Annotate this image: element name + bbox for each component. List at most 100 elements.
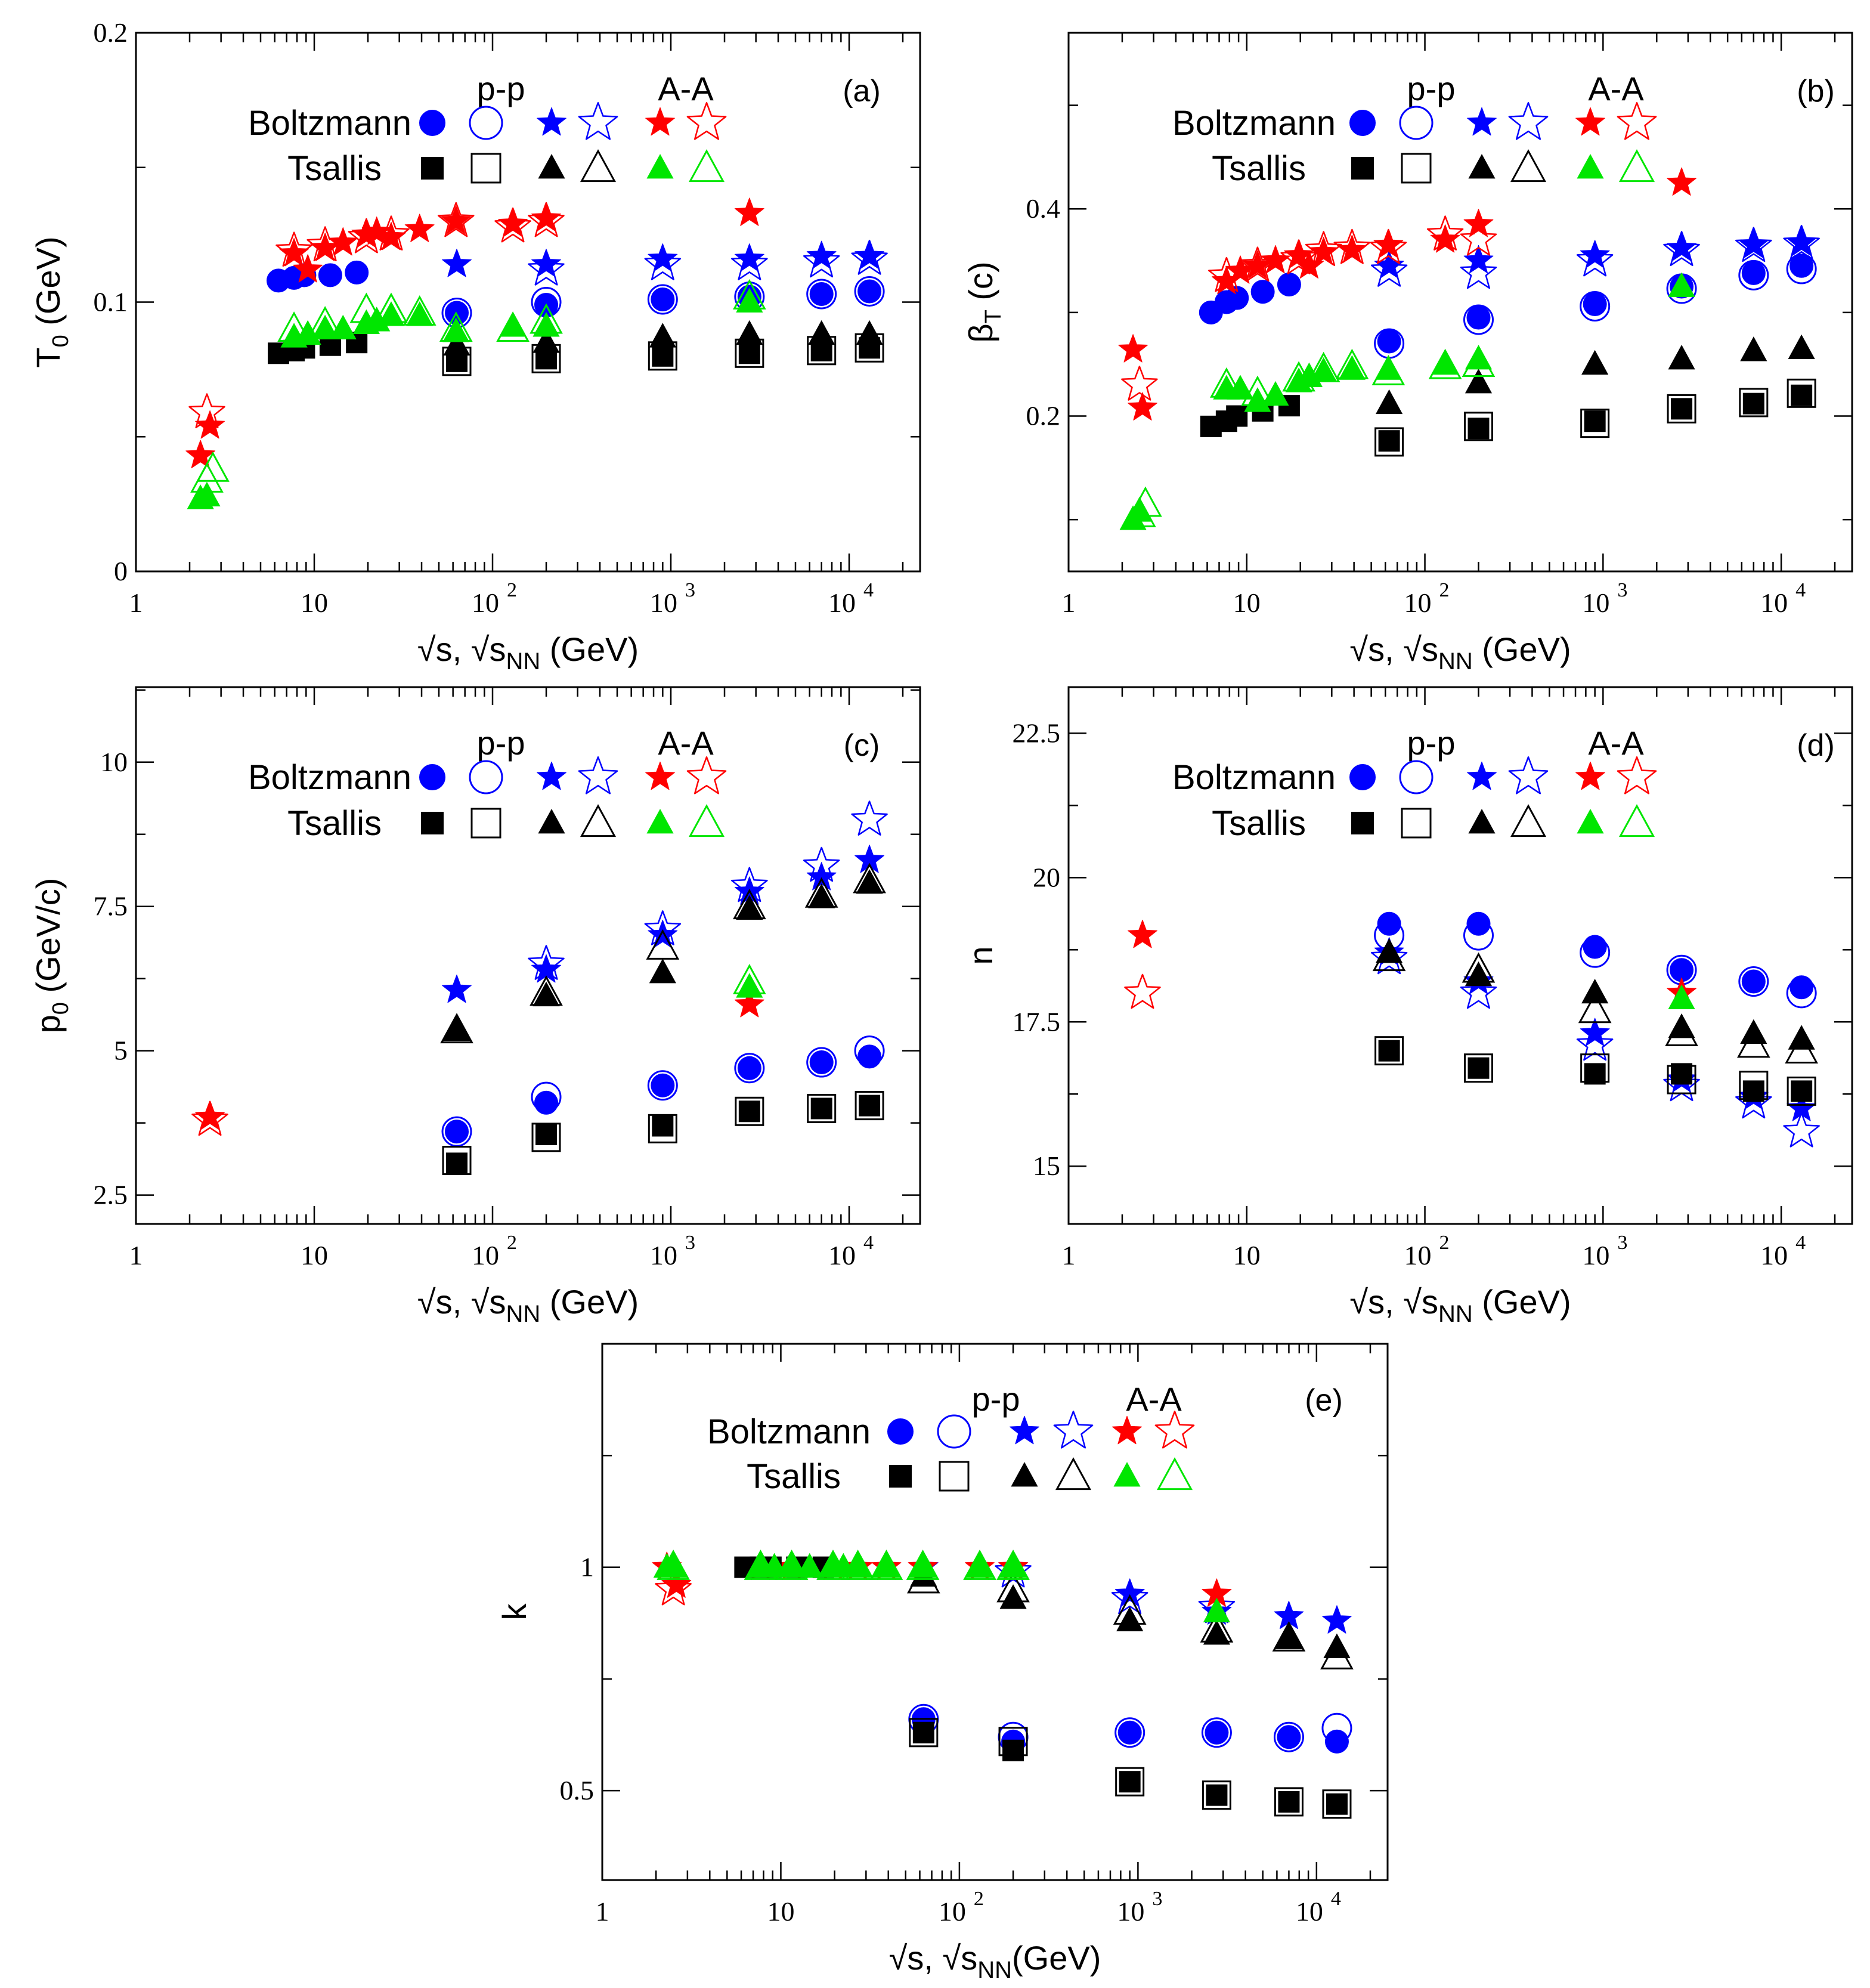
data-point xyxy=(1282,361,1315,392)
series xyxy=(995,1552,1236,1624)
legend-marker-star xyxy=(1575,107,1605,136)
data-point xyxy=(318,263,342,287)
data-point xyxy=(1463,304,1494,335)
data-point xyxy=(1322,1605,1352,1634)
data-point xyxy=(376,222,406,251)
panel-label: (c) xyxy=(844,728,880,763)
data-point xyxy=(188,393,225,428)
y-tick-label: 22.5 xyxy=(1013,718,1061,748)
data-point xyxy=(738,1100,760,1123)
data-point xyxy=(646,929,680,960)
data-point xyxy=(736,973,763,998)
x-tick-label: 10 xyxy=(828,1240,856,1270)
y-tick-label: 0 xyxy=(114,556,128,586)
legend-marker-circle xyxy=(419,764,445,790)
legend-marker-circle xyxy=(469,106,503,140)
data-point xyxy=(1789,975,1814,1000)
y-tick-label: 15 xyxy=(1033,1151,1060,1181)
chart-panel-e: 1 10 10 2 10 3 10 4 0.5 1 k √s, √sNN(GeV) (e) p-p A-A B… xyxy=(496,1343,1389,1983)
series xyxy=(528,239,888,286)
series xyxy=(734,1556,1348,1815)
legend-marker-square xyxy=(939,1461,970,1492)
data-point xyxy=(1465,961,1493,987)
data-point xyxy=(443,330,470,356)
series xyxy=(1199,272,1301,324)
data-point xyxy=(1667,233,1696,261)
data-point xyxy=(534,1090,559,1115)
data-point xyxy=(530,975,563,1006)
data-point xyxy=(1203,1597,1230,1622)
data-point xyxy=(661,1569,692,1598)
data-point xyxy=(1580,409,1610,438)
series xyxy=(528,800,888,980)
x-axis-label-sqrt-s: √s, xyxy=(1349,1283,1403,1321)
data-point xyxy=(528,251,565,286)
data-point xyxy=(1277,272,1301,296)
legend-marker-star xyxy=(1575,761,1605,790)
series xyxy=(657,1550,1030,1580)
legend-marker-circle xyxy=(1349,764,1376,790)
y-axis-label-main: T xyxy=(29,347,67,367)
data-point xyxy=(737,1056,761,1080)
data-layer xyxy=(185,197,888,509)
data-point xyxy=(1581,978,1609,1004)
data-point xyxy=(1208,256,1245,292)
x-tick-exponent: 3 xyxy=(1152,1888,1162,1910)
data-point xyxy=(1671,398,1693,420)
data-point xyxy=(348,218,385,253)
data-point xyxy=(660,1553,687,1578)
data-point xyxy=(1580,240,1610,268)
x-tick-label: 10 xyxy=(472,1240,499,1270)
y-axis-label-sub: T xyxy=(981,310,1006,323)
data-point xyxy=(854,845,884,873)
data-point xyxy=(1580,1053,1610,1083)
x-tick-exponent: 3 xyxy=(685,579,695,601)
legend-marker-triangle xyxy=(580,149,617,183)
data-point xyxy=(651,1073,675,1097)
data-point xyxy=(195,1101,225,1130)
series xyxy=(445,1044,882,1144)
data-point xyxy=(1460,221,1497,256)
data-point xyxy=(1740,336,1767,361)
y-tick-label: 20 xyxy=(1033,862,1060,892)
x-tick-exponent: 4 xyxy=(863,1232,874,1254)
x-axis-label-unit: (GeV) xyxy=(540,1283,639,1321)
data-point xyxy=(856,320,883,345)
legend-marker-triangle xyxy=(688,149,725,183)
legend-marker-star xyxy=(1053,1411,1094,1449)
legend-marker-triangle xyxy=(538,154,565,179)
x-tick-label: 10 xyxy=(301,1240,328,1270)
legend-marker-star xyxy=(578,756,618,794)
data-point xyxy=(1466,305,1491,330)
data-point xyxy=(1323,1633,1351,1658)
data-point xyxy=(1205,1720,1229,1745)
series xyxy=(1128,920,1696,1006)
y-axis-label-sub: 0 xyxy=(48,1002,73,1015)
y-tick-label: 0.1 xyxy=(94,287,128,317)
data-point xyxy=(1463,245,1494,274)
data-point xyxy=(308,306,342,336)
data-point xyxy=(439,311,473,342)
y-axis-label-main: β xyxy=(962,323,999,342)
data-point xyxy=(1668,345,1695,370)
x-tick-label: 10 xyxy=(1760,1240,1788,1270)
data-point xyxy=(1115,1767,1145,1797)
data-point xyxy=(185,440,216,469)
legend-header-aa: A-A xyxy=(1588,70,1644,107)
x-axis-label: √s, √sNN (GeV) xyxy=(417,630,639,675)
series xyxy=(1370,224,1820,289)
y-tick-label: 0.5 xyxy=(560,1775,595,1805)
legend-label-boltzmann: Boltzmann xyxy=(248,104,411,143)
data-point xyxy=(498,208,528,237)
data-point xyxy=(1124,973,1161,1009)
legend-header-pp: p-p xyxy=(972,1380,1020,1418)
x-tick-label: 10 xyxy=(1404,1240,1432,1270)
x-tick-label: 10 xyxy=(650,588,677,618)
data-point xyxy=(528,202,565,237)
data-point xyxy=(1116,1606,1144,1631)
legend-marker-triangle xyxy=(646,154,674,179)
series xyxy=(188,202,565,428)
data-point xyxy=(733,279,766,310)
data-point xyxy=(733,889,766,920)
data-point xyxy=(966,1553,993,1578)
